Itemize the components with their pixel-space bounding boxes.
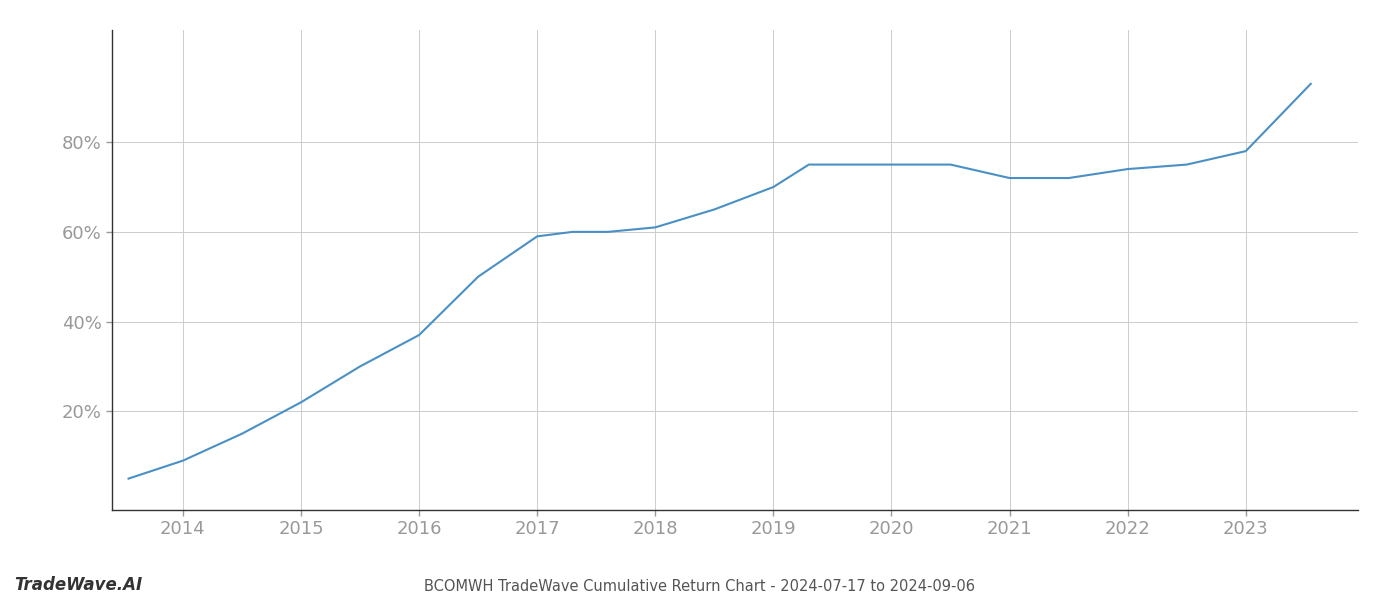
Text: TradeWave.AI: TradeWave.AI	[14, 576, 143, 594]
Text: BCOMWH TradeWave Cumulative Return Chart - 2024-07-17 to 2024-09-06: BCOMWH TradeWave Cumulative Return Chart…	[424, 579, 976, 594]
